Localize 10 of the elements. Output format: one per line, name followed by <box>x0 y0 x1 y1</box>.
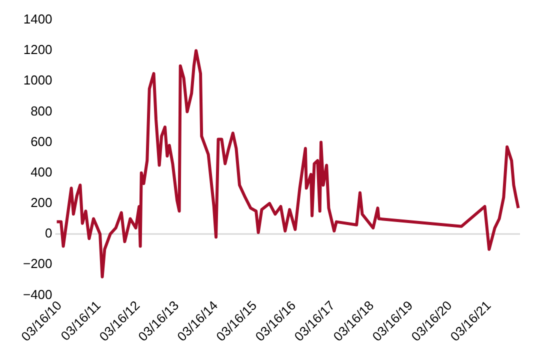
y-tick-label: −200 <box>22 256 52 272</box>
y-tick-label: 1000 <box>23 72 52 88</box>
y-tick-label: 200 <box>30 195 52 210</box>
y-tick-label: 0 <box>45 226 52 241</box>
y-tick-label: 400 <box>30 164 52 180</box>
y-tick-label: 800 <box>30 103 52 118</box>
y-tick-label: 600 <box>30 134 52 149</box>
y-tick-label: 1200 <box>23 42 52 58</box>
y-tick-label: 1400 <box>23 12 52 27</box>
y-tick-label: −400 <box>22 286 52 302</box>
